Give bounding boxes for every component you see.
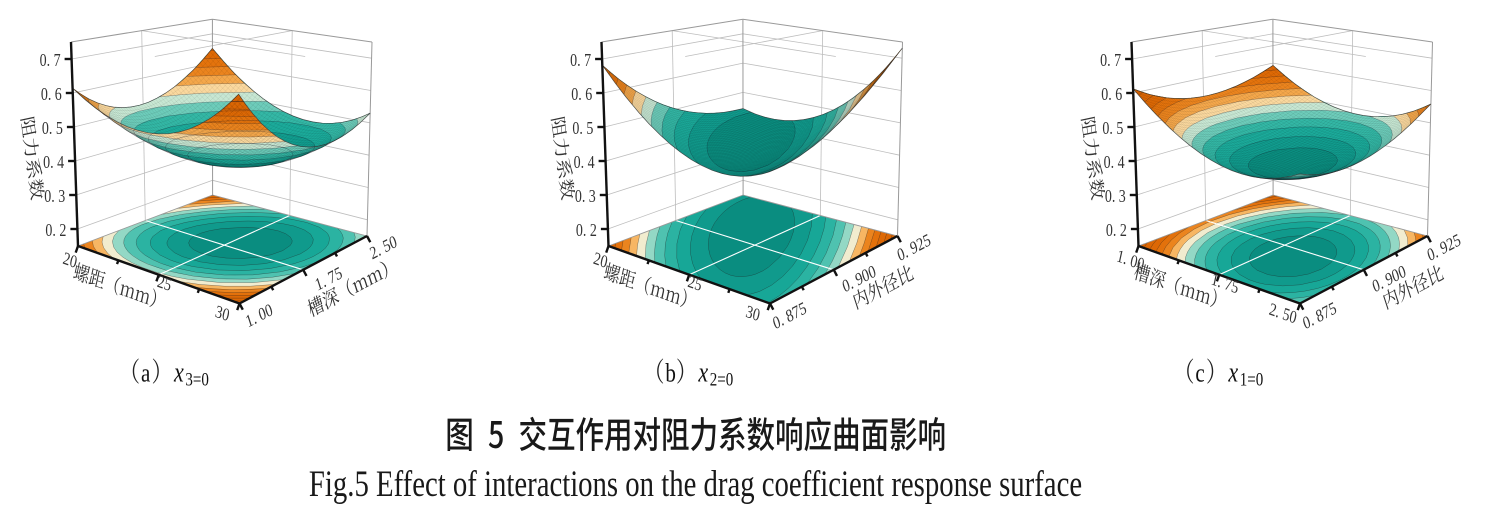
svg-text:0. 7: 0. 7: [40, 52, 61, 71]
svg-text:3=0: 3=0: [185, 369, 208, 390]
svg-text:a: a: [141, 359, 151, 388]
svg-text:1=0: 1=0: [1240, 369, 1263, 390]
svg-text:25: 25: [686, 272, 703, 295]
svg-text:0. 3: 0. 3: [1105, 188, 1126, 207]
svg-text:x: x: [698, 357, 709, 388]
svg-text:25: 25: [156, 272, 173, 295]
svg-text:b: b: [665, 359, 676, 388]
svg-text:0. 6: 0. 6: [41, 86, 62, 105]
svg-text:20: 20: [61, 249, 78, 272]
svg-text:0. 5: 0. 5: [572, 120, 593, 139]
svg-text:0. 4: 0. 4: [574, 154, 595, 173]
svg-text:Fig.5 Effect of interactions o: Fig.5 Effect of interactions on the drag…: [309, 465, 1082, 505]
svg-text:0. 6: 0. 6: [571, 86, 592, 105]
svg-text:c: c: [1195, 359, 1204, 388]
svg-text:x: x: [1228, 357, 1239, 388]
svg-text:0. 6: 0. 6: [1101, 86, 1122, 105]
svg-text:0. 2: 0. 2: [1106, 222, 1127, 241]
svg-text:0. 5: 0. 5: [42, 120, 63, 139]
svg-text:0. 5: 0. 5: [1102, 120, 1123, 139]
svg-text:0. 2: 0. 2: [45, 222, 66, 241]
svg-text:0. 3: 0. 3: [575, 188, 596, 207]
svg-text:0. 4: 0. 4: [43, 154, 64, 173]
svg-text:30: 30: [744, 303, 761, 326]
svg-text:30: 30: [214, 303, 231, 326]
svg-text:20: 20: [592, 249, 609, 272]
svg-text:0. 7: 0. 7: [570, 52, 591, 71]
svg-text:0. 7: 0. 7: [1100, 52, 1121, 71]
svg-text:0. 3: 0. 3: [44, 188, 65, 207]
svg-text:2=0: 2=0: [710, 369, 733, 390]
svg-text:0. 2: 0. 2: [576, 222, 597, 241]
svg-text:0. 4: 0. 4: [1104, 154, 1125, 173]
svg-text:x: x: [173, 357, 184, 388]
